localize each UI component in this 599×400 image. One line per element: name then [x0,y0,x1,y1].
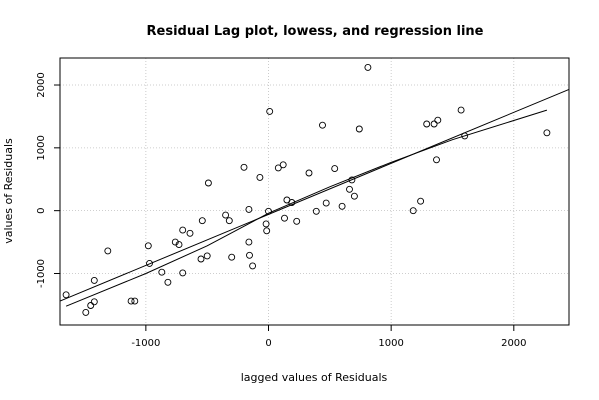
y-tick-label: 1000 [36,135,47,160]
y-tick-label: 2000 [36,72,47,97]
x-axis-label: lagged values of Residuals [241,371,388,384]
data-point [305,169,313,177]
x-tick-label: 2000 [501,338,526,349]
data-point [265,207,272,215]
data-point [293,217,301,225]
y-axis: -1000 0 1000 2000 [36,72,60,288]
y-tick-label: 0 [36,207,47,213]
data-point [355,125,363,133]
data-point [90,276,98,284]
data-point [186,229,194,237]
data-point [256,173,264,181]
data-point [90,298,98,306]
y-axis-label: values of Residuals [2,138,15,244]
data-point [338,202,346,210]
data-point [240,163,248,171]
data-point [82,308,90,316]
x-tick-label: 0 [265,338,271,349]
data-point [127,297,135,305]
data-point [319,121,326,129]
data-point [131,297,139,305]
x-tick-label: 1000 [378,338,403,349]
data-point [228,253,236,261]
data-point [409,207,417,215]
data-point [322,199,330,207]
data-point [263,227,271,235]
regression-line [59,88,570,302]
y-tick-label: -1000 [36,259,47,288]
data-point [198,217,206,225]
data-point [288,199,296,206]
data-point [87,302,95,309]
data-point [430,120,438,128]
data-point [348,176,356,184]
data-point [179,226,187,234]
data-point [62,291,70,299]
data-point [543,129,551,137]
data-point [197,255,205,263]
data-point [225,217,233,225]
plot-frame [59,57,570,326]
data-point [417,197,425,205]
data-point [433,156,440,164]
data-point [346,185,353,193]
x-tick-label: -1000 [131,338,160,349]
data-point [266,107,274,115]
data-point [281,214,288,222]
data-point [179,269,187,277]
data-point [364,63,372,71]
data-point [144,242,152,250]
data-point [245,238,253,246]
data-point [262,220,270,228]
scatter-points [62,63,551,316]
data-point [279,161,287,169]
lowess-line [65,109,548,307]
data-point [222,211,230,219]
data-point [461,132,469,140]
data-point [274,164,282,172]
data-point [203,252,211,260]
chart-title: Residual Lag plot, lowess, and regressio… [147,24,484,39]
data-point [104,247,112,255]
x-axis: -1000 0 1000 2000 [131,325,527,349]
data-point [350,192,358,200]
data-point [175,241,183,249]
data-point [204,179,212,187]
data-point [164,278,172,286]
data-point [158,268,166,276]
data-point [457,106,465,114]
data-point [434,116,442,124]
data-point [246,251,253,259]
data-point [312,207,320,215]
data-point [331,165,339,173]
data-point [245,205,253,213]
fit-lines [59,88,570,307]
data-point [423,120,431,128]
data-point [249,262,257,270]
grid [60,58,569,325]
data-point [146,259,153,267]
